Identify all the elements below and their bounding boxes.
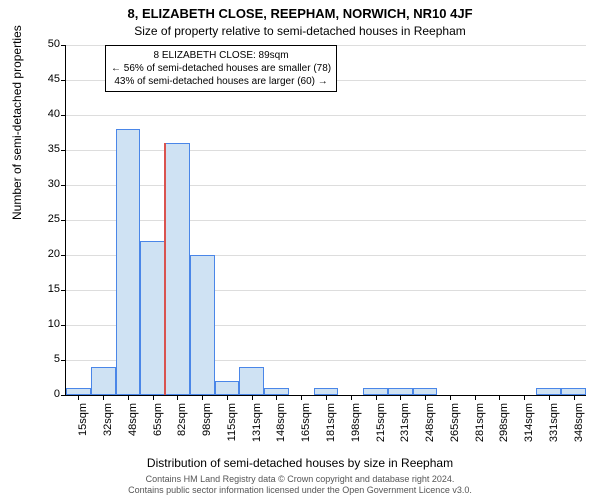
x-tick-mark	[202, 395, 203, 400]
x-tick-mark	[128, 395, 129, 400]
x-tick-label: 98sqm	[201, 403, 213, 453]
y-tick-mark	[61, 395, 66, 396]
grid-line	[66, 220, 586, 221]
x-tick-label: 131sqm	[251, 403, 263, 453]
x-tick-label: 181sqm	[325, 403, 337, 453]
y-tick-mark	[61, 325, 66, 326]
footer-line1: Contains HM Land Registry data © Crown c…	[0, 474, 600, 485]
histogram-bar	[66, 388, 91, 395]
y-tick-mark	[61, 290, 66, 291]
x-tick-label: 32sqm	[102, 403, 114, 453]
x-tick-mark	[78, 395, 79, 400]
histogram-bar	[140, 241, 165, 395]
y-tick-label: 25	[30, 213, 60, 225]
x-tick-mark	[425, 395, 426, 400]
x-tick-label: 198sqm	[350, 403, 362, 453]
y-tick-label: 0	[30, 388, 60, 400]
y-tick-mark	[61, 255, 66, 256]
x-tick-mark	[549, 395, 550, 400]
grid-line	[66, 185, 586, 186]
grid-line	[66, 150, 586, 151]
x-tick-mark	[400, 395, 401, 400]
x-tick-label: 48sqm	[127, 403, 139, 453]
chart-container: 8, ELIZABETH CLOSE, REEPHAM, NORWICH, NR…	[0, 0, 600, 500]
y-axis-label: Number of semi-detached properties	[10, 25, 24, 220]
histogram-bar	[363, 388, 388, 395]
x-tick-label: 331sqm	[548, 403, 560, 453]
y-tick-mark	[61, 150, 66, 151]
histogram-bar	[165, 143, 190, 395]
x-tick-mark	[351, 395, 352, 400]
histogram-bar	[215, 381, 240, 395]
histogram-bar	[116, 129, 141, 395]
x-tick-mark	[227, 395, 228, 400]
histogram-bar	[190, 255, 215, 395]
x-tick-label: 231sqm	[399, 403, 411, 453]
x-axis-label: Distribution of semi-detached houses by …	[0, 456, 600, 470]
histogram-bar	[264, 388, 289, 395]
x-tick-label: 15sqm	[77, 403, 89, 453]
x-tick-label: 115sqm	[226, 403, 238, 453]
y-tick-label: 45	[30, 73, 60, 85]
x-tick-mark	[276, 395, 277, 400]
y-tick-label: 15	[30, 283, 60, 295]
chart-subtitle: Size of property relative to semi-detach…	[0, 24, 600, 38]
marker-line	[164, 143, 166, 395]
footer: Contains HM Land Registry data © Crown c…	[0, 474, 600, 496]
y-tick-label: 35	[30, 143, 60, 155]
x-tick-label: 298sqm	[498, 403, 510, 453]
x-tick-label: 348sqm	[573, 403, 585, 453]
x-tick-mark	[301, 395, 302, 400]
x-tick-mark	[252, 395, 253, 400]
x-tick-mark	[475, 395, 476, 400]
histogram-bar	[91, 367, 116, 395]
x-tick-label: 314sqm	[523, 403, 535, 453]
x-tick-label: 248sqm	[424, 403, 436, 453]
x-tick-label: 65sqm	[152, 403, 164, 453]
x-tick-label: 265sqm	[449, 403, 461, 453]
x-tick-mark	[153, 395, 154, 400]
y-tick-mark	[61, 45, 66, 46]
y-tick-label: 40	[30, 108, 60, 120]
grid-line	[66, 115, 586, 116]
footer-line2: Contains public sector information licen…	[0, 485, 600, 496]
annotation-line1: 8 ELIZABETH CLOSE: 89sqm	[111, 49, 331, 62]
x-tick-mark	[376, 395, 377, 400]
y-tick-label: 5	[30, 353, 60, 365]
x-tick-mark	[524, 395, 525, 400]
histogram-bar	[388, 388, 413, 395]
x-tick-mark	[574, 395, 575, 400]
histogram-bar	[314, 388, 339, 395]
x-tick-mark	[450, 395, 451, 400]
y-tick-mark	[61, 80, 66, 81]
histogram-bar	[413, 388, 438, 395]
histogram-bar	[561, 388, 586, 395]
y-tick-mark	[61, 220, 66, 221]
annotation-box: 8 ELIZABETH CLOSE: 89sqm← 56% of semi-de…	[105, 45, 337, 92]
x-tick-mark	[177, 395, 178, 400]
chart-title: 8, ELIZABETH CLOSE, REEPHAM, NORWICH, NR…	[0, 6, 600, 21]
y-tick-label: 10	[30, 318, 60, 330]
y-tick-mark	[61, 115, 66, 116]
x-tick-label: 215sqm	[375, 403, 387, 453]
plot-area	[65, 45, 586, 396]
x-tick-mark	[326, 395, 327, 400]
x-tick-mark	[103, 395, 104, 400]
y-tick-label: 30	[30, 178, 60, 190]
annotation-line3: 43% of semi-detached houses are larger (…	[111, 75, 331, 88]
annotation-line2: ← 56% of semi-detached houses are smalle…	[111, 62, 331, 75]
y-tick-label: 50	[30, 38, 60, 50]
histogram-bar	[239, 367, 264, 395]
x-tick-mark	[499, 395, 500, 400]
x-tick-label: 148sqm	[275, 403, 287, 453]
y-tick-mark	[61, 185, 66, 186]
x-tick-label: 165sqm	[300, 403, 312, 453]
y-tick-mark	[61, 360, 66, 361]
x-tick-label: 281sqm	[474, 403, 486, 453]
y-tick-label: 20	[30, 248, 60, 260]
histogram-bar	[536, 388, 561, 395]
x-tick-label: 82sqm	[176, 403, 188, 453]
